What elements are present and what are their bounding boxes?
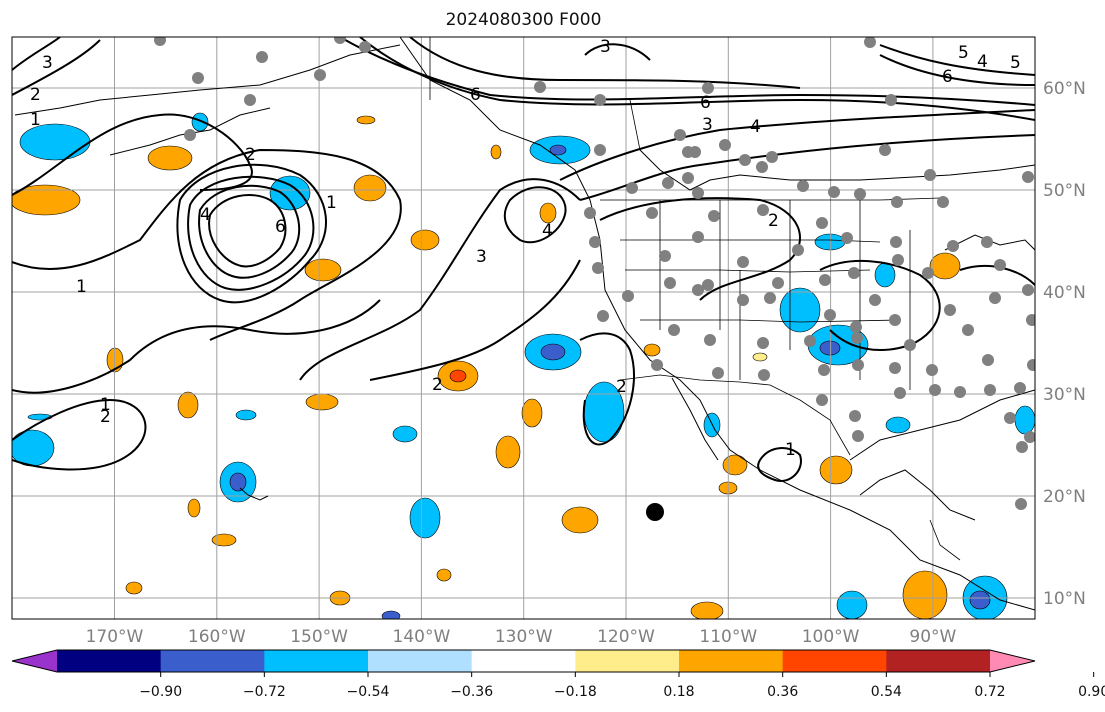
- colorbar-segment: [886, 650, 991, 672]
- contour-label: 6: [275, 217, 286, 237]
- contour-labels: 2 6 4 1 6 3 6 3 4 3 4 2 2 2 1 1 2 2 1 3 …: [30, 37, 1021, 460]
- contour-label: 5: [1010, 53, 1021, 73]
- contour-label: 1: [100, 395, 111, 415]
- contour-label: 5: [958, 43, 969, 63]
- lon-label: 120°W: [597, 627, 655, 647]
- contour-label: 4: [750, 117, 761, 137]
- contour-label: 6: [700, 93, 711, 113]
- storm-center-marker: [646, 503, 664, 521]
- colorbar-segment: [575, 650, 680, 672]
- colorbar-tick-label: 0.72: [974, 684, 1005, 700]
- contour-label: 3: [600, 37, 611, 57]
- contour-label: 6: [942, 67, 953, 87]
- colorbar-segment: [160, 650, 265, 672]
- contour-label: 3: [476, 247, 487, 267]
- colorbar-tick-label: −0.36: [450, 684, 493, 700]
- contour-label: 2: [616, 377, 627, 397]
- contour-label: 4: [977, 52, 988, 72]
- station-markers: [154, 37, 1035, 510]
- lon-label: 110°W: [699, 627, 757, 647]
- lat-label: 60°N: [1043, 79, 1086, 99]
- contour-label: 3: [42, 53, 53, 73]
- colorbar-tick-label: 0.36: [767, 684, 798, 700]
- colorbar-outline: [11, 649, 1036, 673]
- latitude-labels: 60°N 50°N 40°N 30°N 20°N 10°N: [1043, 79, 1086, 609]
- colorbar-segment: [782, 650, 887, 672]
- contour-label: 3: [702, 115, 713, 135]
- contour-label: 2: [100, 407, 111, 427]
- positive-anomaly-shading: [12, 115, 961, 619]
- map-title: 2024080300 F000: [445, 10, 602, 30]
- lon-label: 150°W: [290, 627, 348, 647]
- lat-label: 10°N: [1043, 589, 1086, 609]
- colorbar-segment: [368, 650, 473, 672]
- lat-label: 50°N: [1043, 181, 1086, 201]
- colorbar-tick-label: 0.90: [1078, 684, 1105, 700]
- map-frame: [11, 36, 1036, 620]
- colorbar-tick-label: 0.18: [663, 684, 694, 700]
- contour-label: 1: [785, 440, 796, 460]
- lon-label: 130°W: [495, 627, 553, 647]
- contour-label: 6: [470, 85, 481, 105]
- colorbar-extend-min: [12, 650, 57, 672]
- contour-label: 2: [432, 375, 443, 395]
- lat-label: 30°N: [1043, 385, 1086, 405]
- colorbar-segment: [57, 650, 162, 672]
- colorbar-segment: [471, 650, 576, 672]
- contour-lines: [12, 37, 1035, 482]
- contour-label: 4: [200, 205, 211, 225]
- contour-label: 1: [76, 277, 87, 297]
- lon-label: 90°W: [909, 627, 956, 647]
- lat-label: 40°N: [1043, 283, 1086, 303]
- colorbar-tick-label: −0.90: [139, 684, 182, 700]
- political-borders: [429, 37, 961, 561]
- colorbar-extend-max: [990, 650, 1035, 672]
- lon-label: 140°W: [393, 627, 451, 647]
- coastlines: [14, 37, 1035, 611]
- contour-label: 2: [30, 85, 41, 105]
- colorbar-tick-label: −0.18: [554, 684, 597, 700]
- colorbar-segment: [264, 650, 369, 672]
- longitude-labels: 170°W 160°W 150°W 140°W 130°W 120°W 110°…: [86, 627, 957, 647]
- colorbar-tick-label: 0.54: [871, 684, 902, 700]
- contour-label: 4: [542, 221, 553, 241]
- contour-label: 2: [245, 145, 256, 165]
- contour-label: 2: [768, 211, 779, 231]
- lon-label: 160°W: [188, 627, 246, 647]
- colorbar-tick-label: −0.72: [243, 684, 286, 700]
- lon-label: 170°W: [86, 627, 144, 647]
- colorbar-segment: [679, 650, 784, 672]
- colorbar: −0.90 −0.72 −0.54 −0.36 −0.18 0.18 0.36 0.54 0.7…: [11, 649, 1105, 700]
- lat-label: 20°N: [1043, 487, 1086, 507]
- contour-label: 1: [30, 110, 41, 130]
- colorbar-tick-label: −0.54: [347, 684, 390, 700]
- lon-label: 100°W: [802, 627, 860, 647]
- contour-label: 1: [326, 193, 337, 213]
